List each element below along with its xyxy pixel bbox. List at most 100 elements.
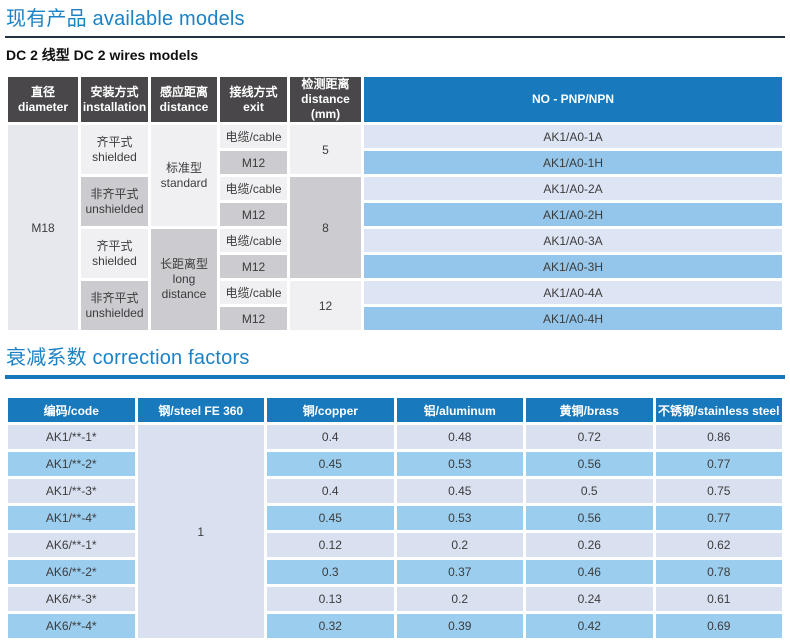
detection-cell-5: 5 <box>290 125 361 174</box>
brass-factor-cell: 0.24 <box>526 587 653 611</box>
aluminum-factor-cell: 0.2 <box>396 587 523 611</box>
installation-cell-unshielded: 非齐平式 unshielded <box>81 177 148 226</box>
copper-factor-cell: 0.3 <box>267 560 394 584</box>
stainless-factor-cell: 0.77 <box>655 452 782 476</box>
stainless-factor-cell: 0.62 <box>655 533 782 557</box>
code-cell: AK1/**-3* <box>8 479 135 503</box>
installation-cell-unshielded: 非齐平式 unshielded <box>81 281 148 330</box>
title-rule-blue <box>5 375 785 379</box>
col-header-exit-en: exit <box>243 99 264 114</box>
copper-factor-cell: 0.45 <box>267 506 394 530</box>
col-header-installation-zh: 安装方式 <box>90 84 139 99</box>
table-row: AK6/**-3* 0.13 0.2 0.24 0.61 <box>8 587 782 611</box>
copper-factor-cell: 0.32 <box>267 614 394 638</box>
exit-cell-m12: M12 <box>220 151 287 174</box>
available-models-table: 直径 diameter 安装方式 installation 感应距离 dista… <box>5 74 785 333</box>
model-cell: AK1/A0-1A <box>364 125 782 148</box>
correction-factors-table-head: 编码/code 钢/steel FE 360 铜/copper 铝/alumin… <box>8 398 782 422</box>
col-header-installation-en: installation <box>82 99 147 114</box>
exit-cell-m12: M12 <box>220 203 287 226</box>
steel-factor-cell: 1 <box>137 425 264 638</box>
col-header-output-no-pnp-npn: NO - PNP/NPN <box>364 77 782 122</box>
installation-en: shielded <box>92 253 137 268</box>
brass-factor-cell: 0.42 <box>526 614 653 638</box>
table-row: AK1/**-3* 0.4 0.45 0.5 0.75 <box>8 479 782 503</box>
model-cell: AK1/A0-3H <box>364 255 782 278</box>
installation-zh: 齐平式 <box>96 134 133 149</box>
table-row: M12 AK1/A0-2H <box>8 203 782 226</box>
aluminum-factor-cell: 0.39 <box>396 614 523 638</box>
installation-en: unshielded <box>85 201 144 216</box>
section-title-available-models: 现有产品 available models <box>6 8 245 30</box>
table-row: AK1/**-1* 1 0.4 0.48 0.72 0.86 <box>8 425 782 638</box>
copper-factor-cell: 0.45 <box>267 452 394 476</box>
table-row: 齐平式 shielded 长距离型 long distance 电缆/cable… <box>8 229 782 330</box>
col-header-brass: 黄铜/brass <box>526 398 653 422</box>
model-cell: AK1/A0-4A <box>364 281 782 304</box>
table-header-row: 编码/code 钢/steel FE 360 铜/copper 铝/alumin… <box>8 398 782 422</box>
model-cell: AK1/A0-1H <box>364 151 782 174</box>
sensing-en: standard <box>160 175 208 190</box>
col-header-sensing-zh: 感应距离 <box>159 84 208 99</box>
model-cell: AK1/A0-2H <box>364 203 782 226</box>
sensing-zh: 长距离型 <box>159 257 208 271</box>
table-row: M12 AK1/A0-4H <box>8 307 782 330</box>
installation-en: unshielded <box>85 305 144 320</box>
col-header-installation: 安装方式 installation <box>81 77 148 122</box>
col-header-detection-zh: 检测距离 <box>301 77 350 91</box>
exit-cell-cable: 电缆/cable <box>220 125 287 148</box>
table-row: 非齐平式 unshielded 电缆/cable 8 AK1/A0-2A <box>8 177 782 278</box>
brass-factor-cell: 0.72 <box>526 425 653 449</box>
col-header-diameter-en: diameter <box>17 99 69 114</box>
table-row: AK1/**-2* 0.45 0.53 0.56 0.77 <box>8 452 782 476</box>
code-cell: AK6/**-1* <box>8 533 135 557</box>
table-row: 非齐平式 unshielded 电缆/cable 12 AK1/A0-4A <box>8 281 782 330</box>
diameter-cell: M18 <box>8 125 78 330</box>
available-models-table-body: M18 齐平式 shielded 标准型 standard 电缆/cable 5… <box>8 125 782 330</box>
brass-factor-cell: 0.5 <box>526 479 653 503</box>
installation-zh: 非齐平式 <box>90 186 139 201</box>
available-models-table-head: 直径 diameter 安装方式 installation 感应距离 dista… <box>8 77 782 122</box>
sensing-en: long distance <box>161 272 207 301</box>
title-rule-dark <box>5 36 785 38</box>
table-row: M12 AK1/A0-1H <box>8 151 782 174</box>
code-cell: AK1/**-1* <box>8 425 135 449</box>
table-header-row: 直径 diameter 安装方式 installation 感应距离 dista… <box>8 77 782 122</box>
sensing-zh: 标准型 <box>165 160 202 175</box>
col-header-aluminum: 铝/aluminum <box>396 398 523 422</box>
detection-cell-12: 12 <box>290 281 361 330</box>
code-cell: AK6/**-3* <box>8 587 135 611</box>
col-header-detection-distance: 检测距离 distance (mm) <box>290 77 361 122</box>
code-cell: AK1/**-2* <box>8 452 135 476</box>
copper-factor-cell: 0.4 <box>267 425 394 449</box>
table-row: AK6/**-2* 0.3 0.37 0.46 0.78 <box>8 560 782 584</box>
table-row: AK1/**-4* 0.45 0.53 0.56 0.77 <box>8 506 782 530</box>
installation-cell-shielded: 齐平式 shielded <box>81 229 148 278</box>
exit-cell-cable: 电缆/cable <box>220 177 287 200</box>
col-header-sensing-en: distance <box>159 99 209 114</box>
installation-zh: 非齐平式 <box>90 290 139 305</box>
col-header-exit-zh: 接线方式 <box>229 84 278 99</box>
sensing-cell-long-distance: 长距离型 long distance <box>151 229 217 330</box>
copper-factor-cell: 0.13 <box>267 587 394 611</box>
col-header-stainless-steel: 不锈钢/stainless steel <box>655 398 782 422</box>
stainless-factor-cell: 0.86 <box>655 425 782 449</box>
copper-factor-cell: 0.4 <box>267 479 394 503</box>
stainless-factor-cell: 0.61 <box>655 587 782 611</box>
sensing-cell-standard: 标准型 standard <box>151 125 217 226</box>
exit-cell-cable: 电缆/cable <box>220 229 287 252</box>
brass-factor-cell: 0.56 <box>526 506 653 530</box>
col-header-exit: 接线方式 exit <box>220 77 287 122</box>
code-cell: AK6/**-4* <box>8 614 135 638</box>
table-row: M18 齐平式 shielded 标准型 standard 电缆/cable 5… <box>8 125 782 330</box>
detection-cell-8: 8 <box>290 177 361 278</box>
aluminum-factor-cell: 0.2 <box>396 533 523 557</box>
model-cell: AK1/A0-2A <box>364 177 782 200</box>
brass-factor-cell: 0.56 <box>526 452 653 476</box>
model-cell: AK1/A0-3A <box>364 229 782 252</box>
col-header-code: 编码/code <box>8 398 135 422</box>
col-header-sensing-distance: 感应距离 distance <box>151 77 217 122</box>
correction-factors-table-wrap: 编码/code 钢/steel FE 360 铜/copper 铝/alumin… <box>5 395 785 641</box>
brass-factor-cell: 0.46 <box>526 560 653 584</box>
col-header-steel: 钢/steel FE 360 <box>137 398 264 422</box>
